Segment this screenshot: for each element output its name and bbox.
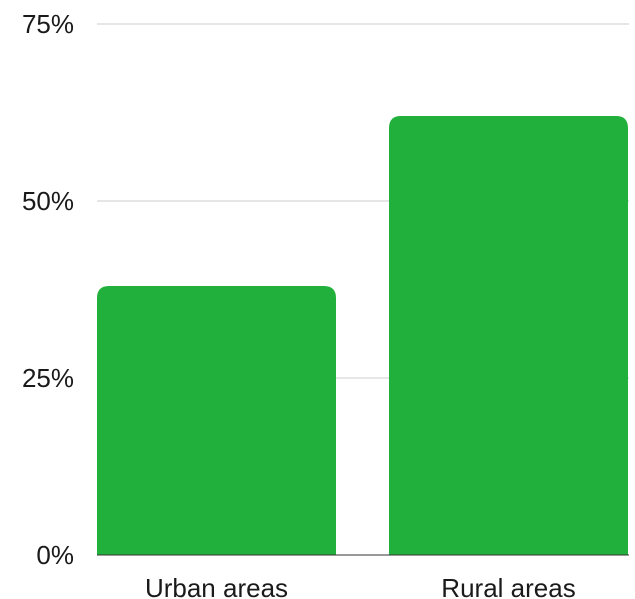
- y-tick-label: 0%: [36, 540, 74, 570]
- y-tick-label: 25%: [22, 363, 74, 393]
- y-tick-label: 50%: [22, 186, 74, 216]
- y-axis-tick-labels: 0% 25% 50% 75%: [22, 9, 74, 570]
- bar-urban-areas: [97, 285, 336, 555]
- y-tick-label: 75%: [22, 9, 74, 39]
- x-category-label: Urban areas: [145, 573, 288, 599]
- bar-rural-areas: [389, 116, 628, 555]
- x-category-label: Rural areas: [441, 573, 575, 599]
- bars-layer: [97, 116, 628, 555]
- x-axis-category-labels: Urban areas Rural areas: [145, 573, 576, 599]
